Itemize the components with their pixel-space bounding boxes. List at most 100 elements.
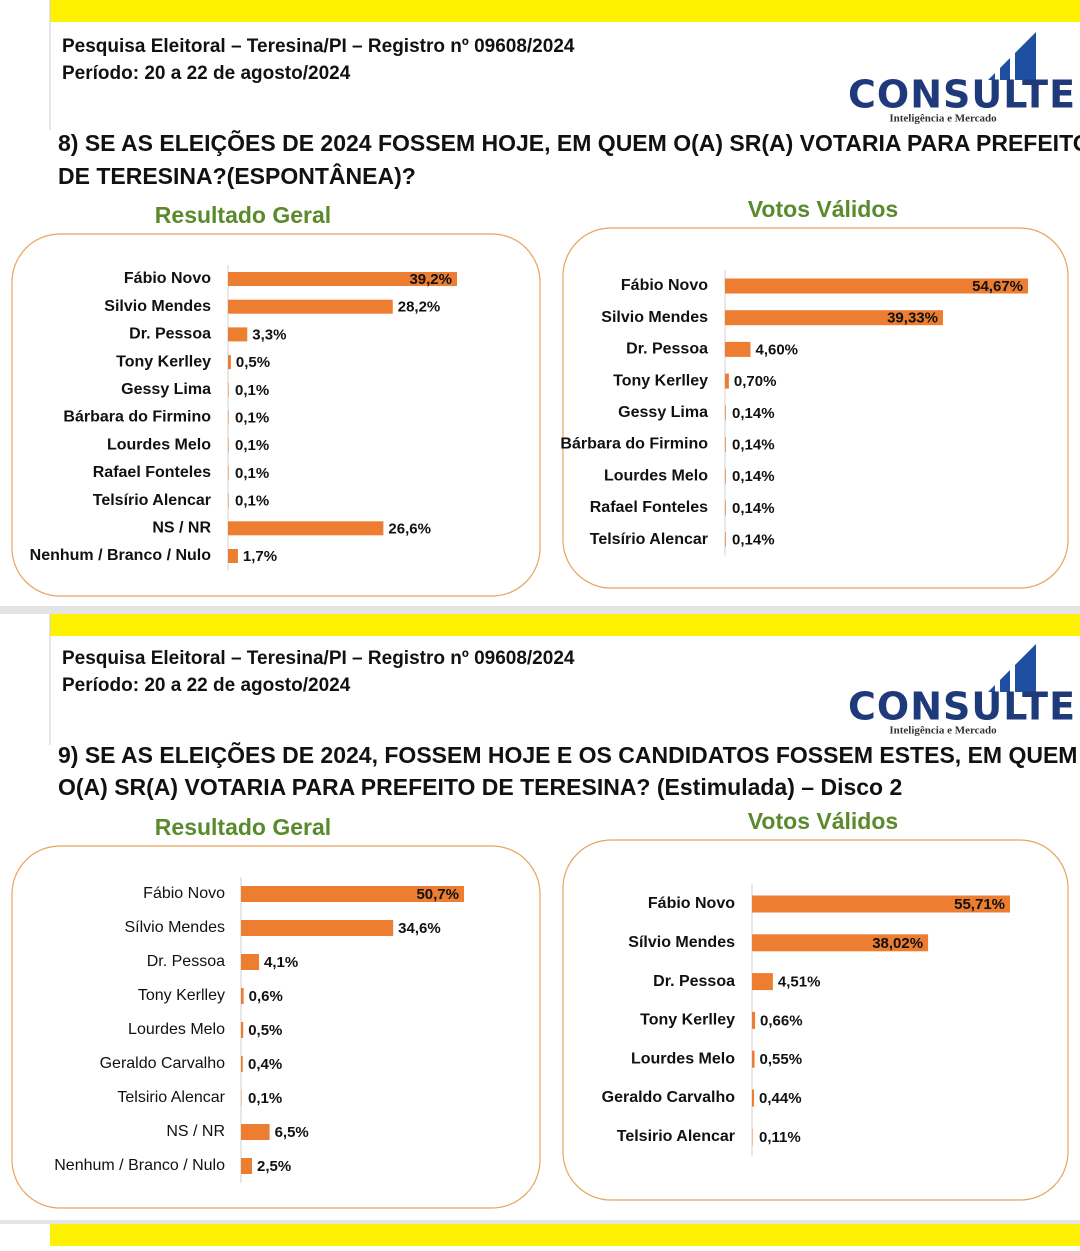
category-label: Bárbara do Firmino bbox=[63, 409, 211, 426]
category-label: Gessy Lima bbox=[618, 404, 708, 421]
value-label: 0,1% bbox=[248, 1090, 282, 1107]
question: DE TERESINA?(ESPONTÂNEA)? bbox=[58, 162, 416, 189]
question: 8) SE AS ELEIÇÕES DE 2024 FOSSEM HOJE, E… bbox=[58, 129, 1080, 156]
category-label: Telsírio Alencar bbox=[590, 531, 708, 548]
bar bbox=[228, 549, 238, 563]
value-label: 26,6% bbox=[388, 520, 431, 537]
chart-frame bbox=[563, 840, 1068, 1200]
value-label: 2,5% bbox=[257, 1158, 291, 1175]
value-label: 34,6% bbox=[398, 920, 441, 937]
category-label: Telsirio Alencar bbox=[117, 1089, 225, 1106]
category-label: NS / NR bbox=[152, 520, 211, 537]
question: O(A) SR(A) VOTARIA PARA PREFEITO DE TERE… bbox=[58, 774, 902, 800]
yellow-band bbox=[50, 1224, 1080, 1246]
chart-title: Resultado Geral bbox=[155, 202, 331, 228]
category-label: Geraldo Carvalho bbox=[602, 1089, 736, 1106]
chart: Resultado Geral Fábio Novo 39,2% Silvio Men… bbox=[12, 202, 540, 596]
category-label: Telsirio Alencar bbox=[617, 1128, 735, 1145]
chart-title: Votos Válidos bbox=[748, 196, 898, 222]
logo: CONSULTE Inteligência e Mercado bbox=[848, 32, 1076, 125]
value-label: 55,71% bbox=[954, 896, 1005, 913]
category-label: Dr. Pessoa bbox=[653, 973, 735, 990]
value-label: 0,14% bbox=[732, 436, 775, 453]
separator bbox=[0, 1220, 1080, 1224]
bar bbox=[752, 1051, 755, 1068]
separator bbox=[0, 606, 1080, 614]
bar bbox=[725, 500, 726, 515]
category-label: Geraldo Carvalho bbox=[100, 1055, 226, 1072]
value-label: 0,66% bbox=[760, 1012, 803, 1029]
value-label: 0,4% bbox=[248, 1056, 282, 1073]
header-line: Pesquisa Eleitoral – Teresina/PI – Regis… bbox=[62, 36, 575, 57]
bar bbox=[241, 954, 259, 970]
bar bbox=[752, 1012, 755, 1029]
chart: Votos Válidos Fábio Novo 54,67% Silvio Mend… bbox=[560, 196, 1068, 588]
value-label: 4,51% bbox=[778, 974, 821, 991]
bar bbox=[725, 437, 726, 452]
category-label: Telsírio Alencar bbox=[93, 492, 211, 509]
category-label: Lourdes Melo bbox=[107, 436, 211, 453]
value-label: 3,3% bbox=[252, 326, 286, 343]
category-label: Bárbara do Firmino bbox=[560, 436, 708, 453]
bar bbox=[752, 1128, 753, 1145]
panel: Pesquisa Eleitoral – Teresina/PI – Regis… bbox=[58, 32, 1080, 189]
value-label: 0,11% bbox=[759, 1129, 801, 1146]
value-label: 0,14% bbox=[732, 468, 775, 485]
bar bbox=[228, 521, 383, 535]
bar bbox=[725, 532, 726, 547]
yellow-band bbox=[50, 614, 1080, 636]
category-label: Silvio Mendes bbox=[104, 298, 211, 315]
category-label: Tony Kerlley bbox=[613, 372, 708, 389]
value-label: 39,2% bbox=[409, 271, 452, 288]
category-label: Fábio Novo bbox=[621, 277, 708, 294]
value-label: 0,5% bbox=[236, 354, 270, 371]
chart-title: Resultado Geral bbox=[155, 814, 331, 840]
category-label: Tony Kerlley bbox=[138, 987, 225, 1004]
category-label: Rafael Fonteles bbox=[93, 464, 211, 481]
bar bbox=[725, 405, 726, 420]
category-label: Sílvio Mendes bbox=[628, 934, 735, 951]
value-label: 0,14% bbox=[732, 405, 775, 422]
bar bbox=[241, 1056, 243, 1072]
category-label: Nenhum / Branco / Nulo bbox=[54, 1157, 225, 1174]
bar bbox=[228, 411, 229, 425]
category-label: Rafael Fonteles bbox=[590, 499, 708, 516]
question: 9) SE AS ELEIÇÕES DE 2024, FOSSEM HOJE E… bbox=[58, 741, 1077, 768]
value-label: 0,1% bbox=[235, 465, 269, 482]
value-label: 0,70% bbox=[734, 373, 777, 390]
bar bbox=[241, 920, 393, 936]
value-label: 0,1% bbox=[235, 493, 269, 510]
value-label: 0,14% bbox=[732, 500, 775, 517]
value-label: 0,14% bbox=[732, 532, 775, 549]
logo-text: CONSULTE bbox=[848, 685, 1076, 729]
bar bbox=[752, 1090, 754, 1107]
chart-title: Votos Válidos bbox=[748, 808, 898, 834]
bar bbox=[241, 1022, 243, 1038]
logo-subtitle: Inteligência e Mercado bbox=[889, 725, 997, 737]
value-label: 0,1% bbox=[235, 382, 269, 399]
bar bbox=[725, 469, 726, 484]
category-label: Fábio Novo bbox=[124, 270, 211, 287]
header-line: Período: 20 a 22 de agosto/2024 bbox=[62, 675, 351, 696]
value-label: 50,7% bbox=[416, 886, 459, 903]
logo: CONSULTE Inteligência e Mercado bbox=[848, 644, 1076, 737]
value-label: 54,67% bbox=[972, 278, 1023, 295]
value-label: 38,02% bbox=[872, 935, 923, 952]
category-label: Lourdes Melo bbox=[631, 1050, 735, 1067]
bar bbox=[228, 355, 231, 369]
value-label: 39,33% bbox=[887, 310, 938, 327]
category-label: Tony Kerlley bbox=[640, 1012, 735, 1029]
bar bbox=[241, 1124, 270, 1140]
header-line: Pesquisa Eleitoral – Teresina/PI – Regis… bbox=[62, 648, 575, 669]
value-label: 0,44% bbox=[759, 1090, 802, 1107]
category-label: Tony Kerlley bbox=[116, 353, 211, 370]
category-label: NS / NR bbox=[166, 1123, 225, 1140]
category-label: Silvio Mendes bbox=[601, 309, 708, 326]
logo-text: CONSULTE bbox=[848, 73, 1076, 117]
logo-subtitle: Inteligência e Mercado bbox=[889, 113, 997, 125]
bar bbox=[725, 342, 750, 357]
bar bbox=[725, 374, 729, 389]
